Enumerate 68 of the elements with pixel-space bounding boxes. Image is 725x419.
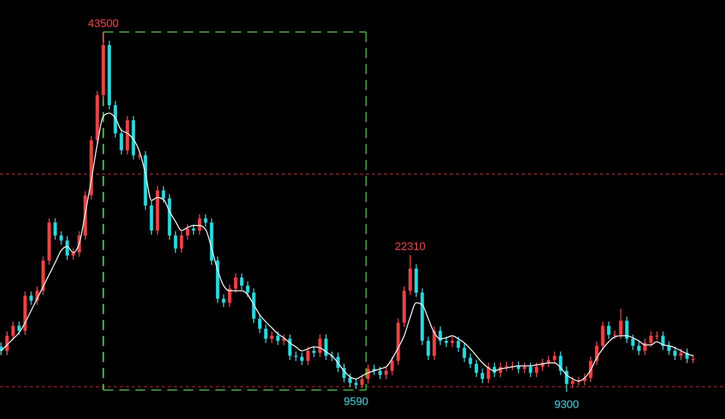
candlestick [11,321,15,340]
candlestick [378,366,382,380]
candlestick [264,324,268,344]
candlestick [673,346,677,360]
candlestick [595,341,598,366]
candlestick [426,336,430,360]
candlestick [162,186,166,204]
candlestick [607,321,610,340]
candlestick [522,362,526,374]
candlestick [240,272,244,290]
candlestick [390,356,394,376]
candlestick [282,334,286,346]
annotation: 9300 [554,399,579,411]
candlestick [228,284,232,308]
candlestick [414,264,418,298]
candlestick [480,368,484,384]
candlestick [468,353,472,369]
candlestick [222,294,226,308]
candlestick [348,373,352,388]
candlestick [276,331,280,346]
candlestick [619,308,622,340]
candlestick [192,224,196,236]
candlestick [534,362,538,378]
candlestick [601,321,604,350]
candlestick [300,352,304,366]
annotation: 22310 [394,241,426,254]
candlestick [72,248,75,260]
candlestick [679,348,683,360]
candlestick [570,376,574,389]
candlestick [589,356,592,383]
candlestick [66,236,69,260]
candlestick [474,359,478,378]
candlestick [306,346,310,366]
candlestick [637,341,640,356]
candlestick [288,334,292,360]
candlestick [384,366,388,380]
candlestick [54,218,57,240]
candlestick [120,128,124,156]
candlestick [294,351,298,362]
candlestick [258,314,262,334]
candlestick [234,272,238,294]
annotation: 9590 [344,396,368,408]
candlestick [270,331,274,344]
candlestick [360,374,364,389]
candlestick [462,343,466,362]
candlestick [631,334,634,350]
candlestick [456,336,460,352]
candlestick [450,336,454,348]
candlestick [246,280,250,298]
candlestick [60,230,63,246]
candlestick [649,331,653,348]
candlestick [180,230,184,254]
candlestick [408,254,412,296]
candlestick [504,361,508,372]
candlestick [444,336,448,348]
candlestick [643,338,647,356]
candlestick [438,326,442,346]
candlestick [528,362,532,378]
candlestick [204,214,208,228]
candlestick [186,224,190,240]
candlestick [564,366,568,392]
candlestick [174,230,178,254]
candlestick [312,346,316,358]
candlestick [558,351,562,376]
candlestick [29,290,33,306]
candlestick [354,378,358,390]
candlestick [625,316,628,344]
annotation: 43500 [88,18,119,30]
